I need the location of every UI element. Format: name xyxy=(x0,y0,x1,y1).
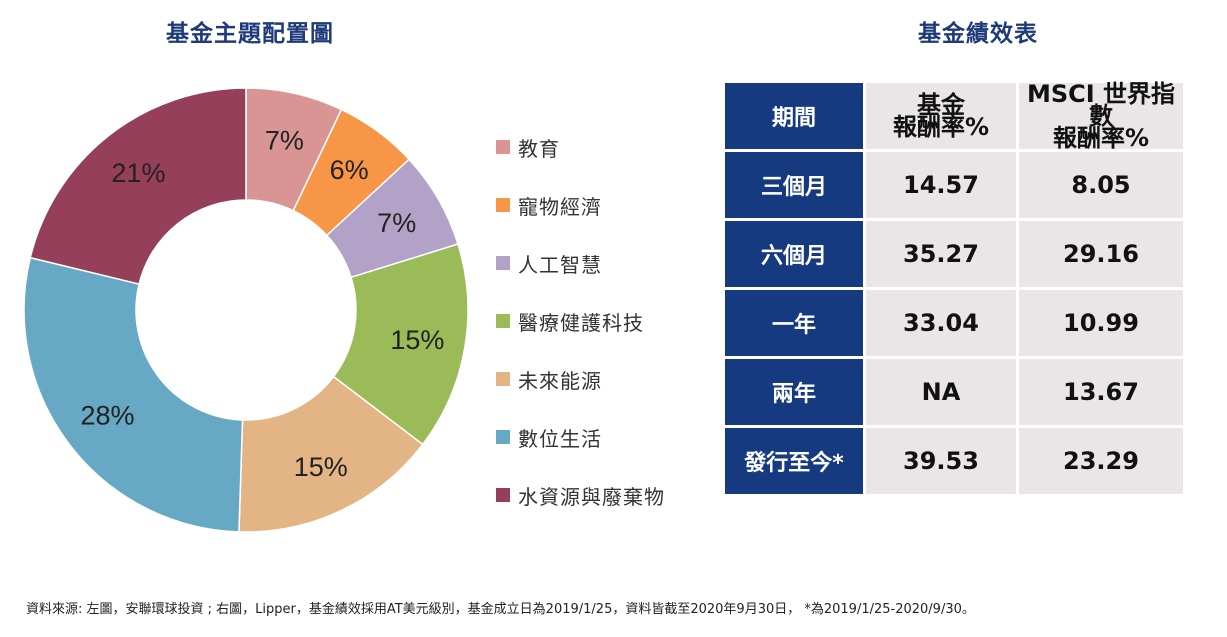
row-period: 發行至今* xyxy=(725,428,863,494)
header-fund-line2: 報酬率% xyxy=(892,113,990,141)
legend-label: 寵物經濟 xyxy=(518,194,602,219)
msci-return-cell: 8.05 xyxy=(1019,152,1183,218)
row-period: 六個月 xyxy=(725,221,863,287)
slice-data-label: 6% xyxy=(330,155,369,185)
donut-slice-7 xyxy=(29,87,247,285)
legend-swatch xyxy=(496,256,510,270)
legend-swatch xyxy=(496,488,510,502)
slice-data-label: 15% xyxy=(390,325,444,355)
table-row: 兩年 NA 13.67 xyxy=(725,359,1183,425)
legend-label: 醫療健護科技 xyxy=(518,310,644,335)
legend-label: 未來能源 xyxy=(518,368,602,393)
donut-slice-4 xyxy=(332,243,469,446)
row-period: 三個月 xyxy=(725,152,863,218)
fund-return-cell: 35.27 xyxy=(866,221,1016,287)
row-period: 一年 xyxy=(725,290,863,356)
row-period: 兩年 xyxy=(725,359,863,425)
fund-return-cell: 33.04 xyxy=(866,290,1016,356)
table-row: 六個月 35.27 29.16 xyxy=(725,221,1183,287)
slice-data-label: 21% xyxy=(111,158,165,188)
table-header-row: 期間 基金 報酬率% MSCI 世界指數 報酬率% xyxy=(725,80,1183,152)
legend-item: 醫療健護科技 xyxy=(496,292,665,350)
header-period: 期間 xyxy=(725,83,863,149)
legend-item: 人工智慧 xyxy=(496,234,665,292)
msci-return-cell: 13.67 xyxy=(1019,359,1183,425)
fund-return-cell: 39.53 xyxy=(866,428,1016,494)
slice-data-label: 28% xyxy=(81,400,135,430)
pie-chart-title: 基金主題配置圖 xyxy=(166,21,334,47)
legend-item: 寵物經濟 xyxy=(496,176,665,234)
performance-table: 期間 基金 報酬率% MSCI 世界指數 報酬率% 三個月 14.57 8.05… xyxy=(722,80,1186,497)
donut-slice-5 xyxy=(238,375,424,533)
legend-swatch xyxy=(496,140,510,154)
source-footnote: 資料來源: 左圖，安聯環球投資 ; 右圖，Lipper，基金績效採用AT美元級別… xyxy=(26,602,975,617)
legend-label: 人工智慧 xyxy=(518,252,602,277)
header-msci-line2: 報酬率% xyxy=(1052,124,1150,152)
header-msci-line1: MSCI 世界指數 xyxy=(1026,80,1176,130)
header-fund-return: 基金 報酬率% xyxy=(866,83,1016,149)
legend-item: 數位生活 xyxy=(496,408,665,466)
donut-slice-6 xyxy=(23,256,244,533)
legend-swatch xyxy=(496,372,510,386)
slice-data-label: 7% xyxy=(265,125,304,155)
table-row: 發行至今* 39.53 23.29 xyxy=(725,428,1183,494)
fund-return-cell: NA xyxy=(866,359,1016,425)
legend-swatch xyxy=(496,198,510,212)
table-row: 三個月 14.57 8.05 xyxy=(725,152,1183,218)
header-msci-return: MSCI 世界指數 報酬率% xyxy=(1019,80,1183,152)
legend-label: 數位生活 xyxy=(518,426,602,451)
msci-return-cell: 23.29 xyxy=(1019,428,1183,494)
msci-return-cell: 10.99 xyxy=(1019,290,1183,356)
slice-data-label: 7% xyxy=(377,208,416,238)
slice-data-label: 15% xyxy=(294,452,348,482)
legend-label: 教育 xyxy=(518,136,560,161)
fund-return-cell: 14.57 xyxy=(866,152,1016,218)
legend-item: 水資源與廢棄物 xyxy=(496,466,665,524)
legend-swatch xyxy=(496,430,510,444)
donut-chart: 7% 6% 7% 15% 15% 28% 21% xyxy=(23,87,469,533)
table-title: 基金績效表 xyxy=(918,21,1038,47)
table-row: 一年 33.04 10.99 xyxy=(725,290,1183,356)
chart-legend: 教育寵物經濟人工智慧醫療健護科技 未來能源數位生活水資源與廢棄物 xyxy=(496,118,665,524)
legend-label: 水資源與廢棄物 xyxy=(518,484,665,509)
header-fund-line1: 基金 xyxy=(917,91,965,119)
legend-item: 教育 xyxy=(496,118,665,176)
legend-swatch xyxy=(496,314,510,328)
msci-return-cell: 29.16 xyxy=(1019,221,1183,287)
legend-item: 未來能源 xyxy=(496,350,665,408)
